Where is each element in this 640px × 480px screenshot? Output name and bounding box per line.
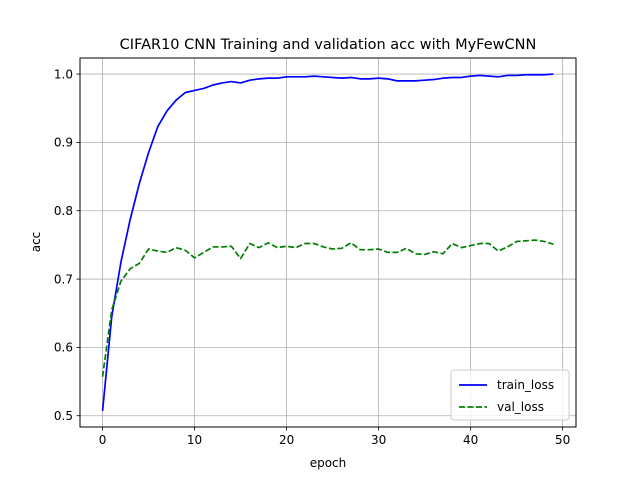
legend: train_loss val_loss xyxy=(450,369,570,421)
legend-label-val-loss: val_loss xyxy=(497,400,544,414)
x-axis-title: epoch xyxy=(310,456,347,470)
chart-title: CIFAR10 CNN Training and validation acc … xyxy=(120,37,537,53)
y-tick-label: 0.9 xyxy=(54,136,73,150)
y-tick-label: 0.5 xyxy=(54,409,73,423)
plot-frame xyxy=(79,57,577,428)
x-tick-label: 0 xyxy=(99,433,107,447)
series-lines xyxy=(101,73,554,412)
ticks: 0 10 20 30 40 50 0.5 0.6 0.7 0.8 0.9 1.0 xyxy=(54,67,570,447)
x-tick-label: 20 xyxy=(279,433,294,447)
series-line-val-loss xyxy=(101,239,554,377)
legend-label-train-loss: train_loss xyxy=(497,378,554,392)
y-tick-label: 0.6 xyxy=(54,341,73,355)
y-tick-label: 0.7 xyxy=(54,272,73,286)
x-tick-label: 30 xyxy=(371,433,386,447)
grid xyxy=(80,58,576,427)
y-tick-label: 0.8 xyxy=(54,204,73,218)
y-axis-title: acc xyxy=(29,232,43,253)
y-tick-label: 1.0 xyxy=(54,67,73,81)
x-tick-label: 50 xyxy=(555,433,570,447)
series-line-train-loss xyxy=(101,73,554,412)
x-tick-label: 10 xyxy=(187,433,202,447)
x-tick-label: 40 xyxy=(463,433,478,447)
